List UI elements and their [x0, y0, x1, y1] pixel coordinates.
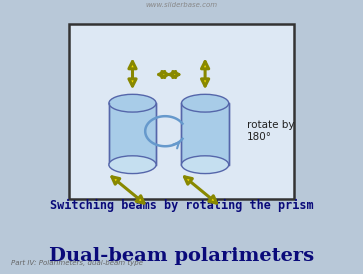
Bar — [109, 103, 156, 165]
Ellipse shape — [109, 94, 156, 112]
Bar — [182, 103, 229, 165]
Text: Part IV: Polarimeters, dual-beam type: Part IV: Polarimeters, dual-beam type — [11, 260, 143, 266]
Text: www.sliderbase.com: www.sliderbase.com — [146, 2, 217, 8]
Text: Dual-beam polarimeters: Dual-beam polarimeters — [49, 247, 314, 265]
Text: Switching beams by rotating the prism: Switching beams by rotating the prism — [50, 199, 313, 212]
Text: rotate by
180°: rotate by 180° — [247, 120, 294, 142]
Ellipse shape — [182, 94, 229, 112]
Ellipse shape — [182, 156, 229, 173]
Ellipse shape — [109, 156, 156, 173]
Bar — [69, 24, 294, 199]
